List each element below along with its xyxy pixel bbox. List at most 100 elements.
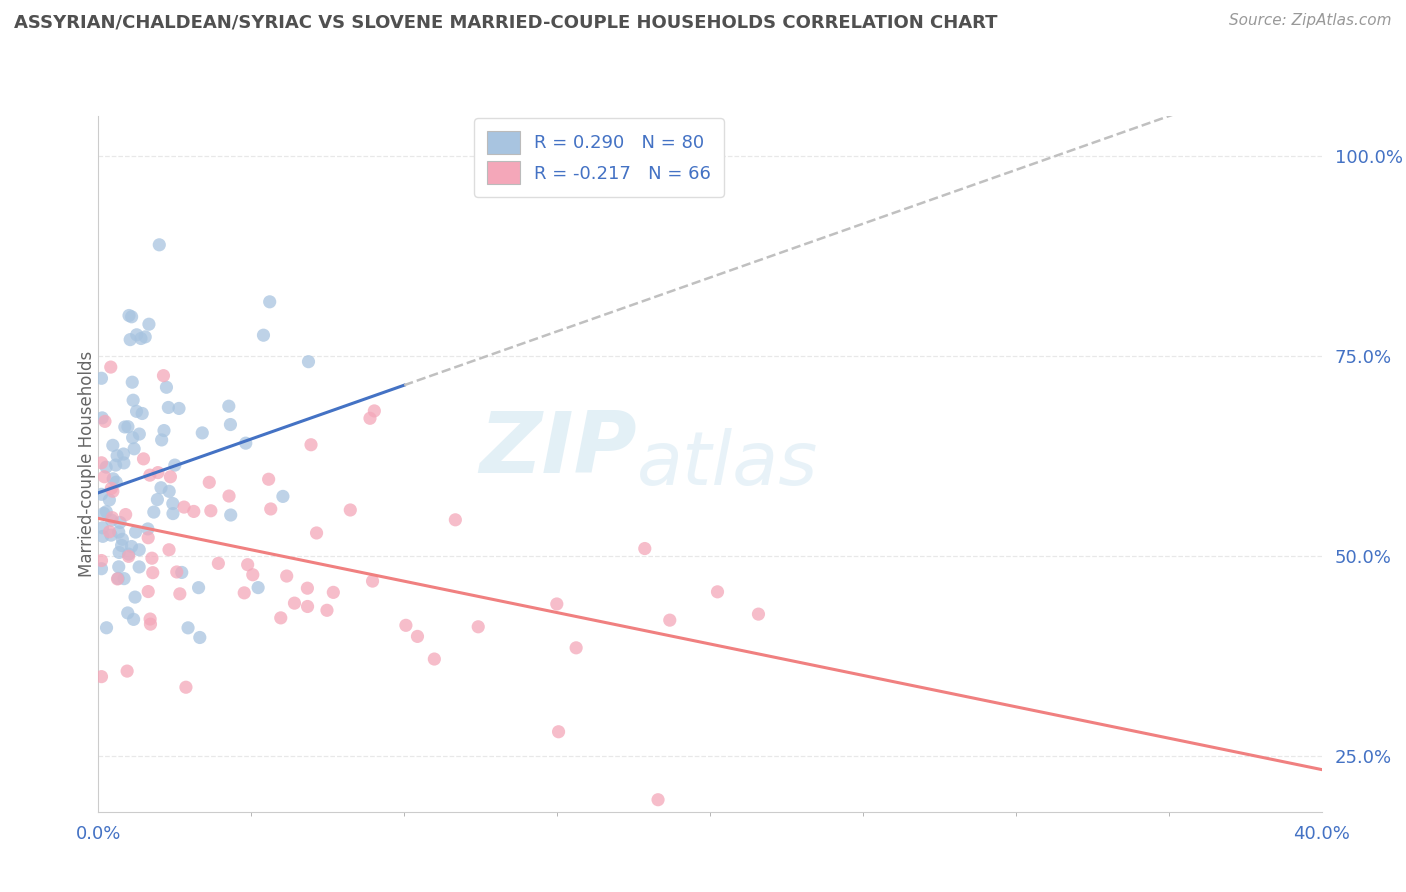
Point <box>90 371 112 385</box>
Point <box>96 505 118 519</box>
Point <box>142 566 165 580</box>
Point <box>565 640 588 655</box>
Point <box>155 380 177 394</box>
Point <box>93 469 115 483</box>
Point <box>108 516 131 530</box>
Point <box>547 724 569 739</box>
Point <box>131 407 153 421</box>
Point <box>96 460 118 475</box>
Point <box>157 484 180 499</box>
Point <box>105 475 128 490</box>
Point <box>125 327 148 342</box>
Point <box>423 652 446 666</box>
Point <box>219 417 242 432</box>
Point <box>114 508 136 522</box>
Point <box>167 401 190 416</box>
Point <box>134 330 156 344</box>
Point <box>305 525 328 540</box>
Point <box>91 410 114 425</box>
Point <box>100 481 122 495</box>
Point <box>136 522 159 536</box>
Point <box>235 436 257 450</box>
Point <box>115 664 138 678</box>
Point <box>218 489 240 503</box>
Point <box>219 508 242 522</box>
Point <box>153 424 176 438</box>
Point <box>124 524 146 539</box>
Point <box>128 542 150 557</box>
Point <box>747 607 769 621</box>
Point <box>148 237 170 252</box>
Point <box>111 533 134 547</box>
Point <box>270 611 292 625</box>
Point <box>136 584 159 599</box>
Point <box>406 629 429 643</box>
Point <box>242 567 264 582</box>
Y-axis label: Married-couple Households: Married-couple Households <box>79 351 96 577</box>
Point <box>107 525 129 540</box>
Point <box>107 571 129 585</box>
Point <box>173 500 195 514</box>
Point <box>187 581 209 595</box>
Point <box>125 404 148 418</box>
Point <box>658 613 681 627</box>
Point <box>91 521 114 535</box>
Text: atlas: atlas <box>637 428 818 500</box>
Point <box>90 670 112 684</box>
Point <box>297 581 319 595</box>
Point <box>139 617 162 632</box>
Point <box>122 393 145 408</box>
Point <box>94 414 117 428</box>
Point <box>108 545 131 559</box>
Point <box>170 566 193 580</box>
Point <box>146 492 169 507</box>
Point <box>112 447 135 461</box>
Text: ZIP: ZIP <box>479 409 637 491</box>
Point <box>117 547 139 561</box>
Point <box>124 590 146 604</box>
Point <box>101 472 124 486</box>
Point <box>198 475 221 490</box>
Point <box>101 438 124 452</box>
Point <box>146 466 169 480</box>
Point <box>100 513 122 527</box>
Point <box>236 558 259 572</box>
Point <box>444 513 467 527</box>
Point <box>162 497 184 511</box>
Point <box>91 529 114 543</box>
Point <box>259 294 281 309</box>
Point <box>122 442 145 456</box>
Point <box>257 472 280 486</box>
Text: ASSYRIAN/CHALDEAN/SYRIAC VS SLOVENE MARRIED-COUPLE HOUSEHOLDS CORRELATION CHART: ASSYRIAN/CHALDEAN/SYRIAC VS SLOVENE MARR… <box>14 13 998 31</box>
Point <box>141 551 163 566</box>
Point <box>634 541 657 556</box>
Point <box>339 503 361 517</box>
Point <box>647 793 669 807</box>
Point <box>132 451 155 466</box>
Point <box>183 504 205 518</box>
Point <box>297 354 319 368</box>
Point <box>157 542 180 557</box>
Point <box>177 621 200 635</box>
Point <box>139 612 162 626</box>
Point <box>276 569 298 583</box>
Point <box>110 538 132 552</box>
Point <box>363 404 385 418</box>
Point <box>101 510 124 524</box>
Point <box>283 596 305 610</box>
Point <box>260 502 283 516</box>
Point <box>316 603 339 617</box>
Point <box>162 507 184 521</box>
Point <box>395 618 418 632</box>
Point <box>107 572 129 586</box>
Point <box>169 587 191 601</box>
Point <box>546 597 568 611</box>
Point <box>297 599 319 614</box>
Point <box>93 507 115 521</box>
Point <box>117 419 139 434</box>
Point <box>112 572 135 586</box>
Point <box>121 431 143 445</box>
Point <box>96 621 118 635</box>
Point <box>136 531 159 545</box>
Point <box>138 317 160 331</box>
